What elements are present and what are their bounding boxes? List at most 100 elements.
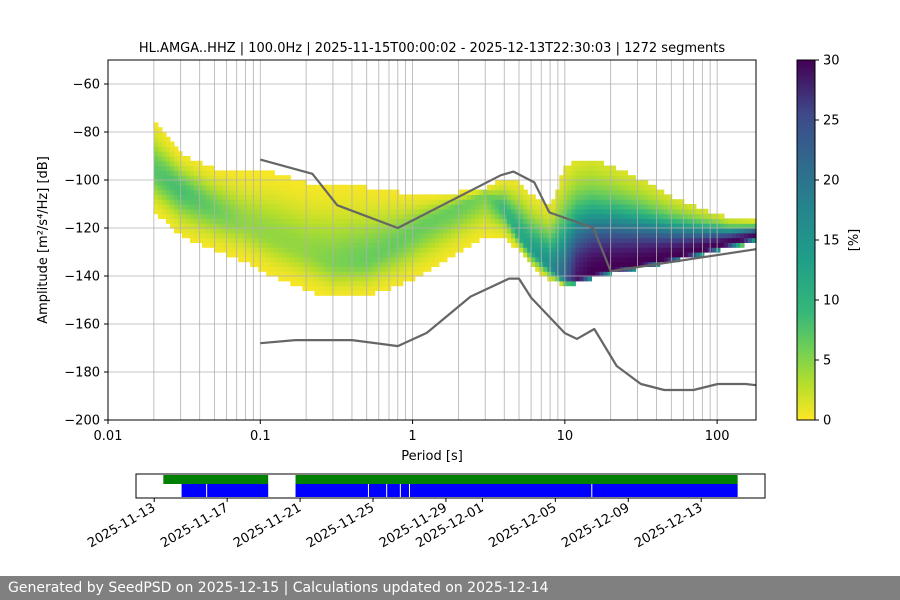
density-cell xyxy=(667,218,673,224)
density-cell xyxy=(611,223,617,229)
density-cell xyxy=(298,213,303,219)
density-cell xyxy=(418,261,424,267)
density-cell xyxy=(242,180,247,186)
density-cell xyxy=(185,204,191,210)
density-cell xyxy=(238,199,243,205)
density-cell xyxy=(218,184,223,191)
density-cell xyxy=(254,170,259,176)
density-cell xyxy=(747,232,753,239)
x-tick-label: 10 xyxy=(557,429,574,444)
density-cell xyxy=(310,242,316,248)
density-cell xyxy=(651,213,657,219)
density-cell xyxy=(198,213,203,219)
density-cell xyxy=(583,165,588,171)
density-cell xyxy=(298,208,303,215)
density-cell xyxy=(181,160,187,167)
density-cell xyxy=(414,223,420,229)
density-cell xyxy=(366,252,372,258)
density-cell xyxy=(394,223,400,229)
density-cell xyxy=(458,189,464,195)
density-cell xyxy=(446,247,452,253)
density-cell xyxy=(571,252,576,258)
density-cell xyxy=(450,237,456,243)
density-cell xyxy=(390,199,396,205)
density-cell xyxy=(595,247,601,253)
density-cell xyxy=(406,252,412,258)
density-cell xyxy=(723,218,729,224)
density-cell xyxy=(422,208,428,215)
density-cell xyxy=(218,175,223,181)
density-cell xyxy=(711,232,717,239)
density-cell xyxy=(278,276,283,282)
density-cell xyxy=(639,184,645,191)
density-cell xyxy=(270,208,275,215)
density-cell xyxy=(567,213,572,219)
density-cell xyxy=(378,223,384,229)
density-cell xyxy=(193,237,199,243)
density-cell xyxy=(651,204,657,210)
density-cell xyxy=(587,160,593,167)
density-cell xyxy=(619,204,625,210)
density-cell xyxy=(719,232,725,239)
density-cell xyxy=(655,228,661,234)
density-cell xyxy=(563,261,568,267)
density-cell xyxy=(266,199,271,205)
density-cell xyxy=(442,194,448,200)
density-cell xyxy=(358,266,364,272)
colorbar-tick-label: 20 xyxy=(823,174,840,189)
density-cell xyxy=(615,218,621,224)
density-cell xyxy=(442,204,448,210)
density-cell xyxy=(675,242,681,248)
density-cell xyxy=(563,242,568,248)
density-cell xyxy=(326,252,332,258)
density-cell xyxy=(691,218,697,224)
density-cell xyxy=(479,194,484,200)
density-cell xyxy=(290,213,295,219)
density-cell xyxy=(595,180,601,186)
density-cell xyxy=(246,213,251,219)
density-cell xyxy=(358,204,364,210)
density-cell xyxy=(398,194,404,200)
density-cell xyxy=(414,242,420,248)
density-cell xyxy=(326,228,332,234)
density-cell xyxy=(595,232,601,239)
density-cell xyxy=(358,223,364,229)
density-cell xyxy=(254,175,259,181)
density-cell xyxy=(394,204,400,210)
density-cell xyxy=(286,184,291,191)
density-cell xyxy=(358,218,364,224)
density-cell xyxy=(747,228,753,234)
density-cell xyxy=(378,261,384,267)
density-cell xyxy=(398,256,404,263)
density-cell xyxy=(687,247,693,253)
density-cell xyxy=(479,213,484,219)
density-cell xyxy=(294,199,299,205)
density-cell xyxy=(185,218,191,224)
density-cell xyxy=(422,213,428,219)
density-cell xyxy=(607,175,613,181)
density-cell xyxy=(466,194,472,200)
density-cell xyxy=(262,170,267,176)
density-cell xyxy=(222,189,227,195)
density-cell xyxy=(559,232,564,239)
density-cell xyxy=(270,223,275,229)
density-cell xyxy=(631,261,637,267)
density-cell xyxy=(189,170,195,176)
density-cell xyxy=(599,242,605,248)
density-cell xyxy=(683,237,689,243)
density-cell xyxy=(238,204,243,210)
density-cell xyxy=(631,204,637,210)
density-cell xyxy=(338,252,344,258)
density-cell xyxy=(466,223,472,229)
density-cell xyxy=(663,218,669,224)
density-cell xyxy=(374,247,380,253)
density-cell xyxy=(607,184,613,191)
density-cell xyxy=(571,228,576,234)
density-cell xyxy=(318,189,324,195)
density-cell xyxy=(362,218,368,224)
density-cell xyxy=(262,228,267,234)
density-cell xyxy=(306,252,311,258)
density-cell xyxy=(723,223,729,229)
density-cell xyxy=(535,232,540,239)
density-cell xyxy=(583,261,588,267)
